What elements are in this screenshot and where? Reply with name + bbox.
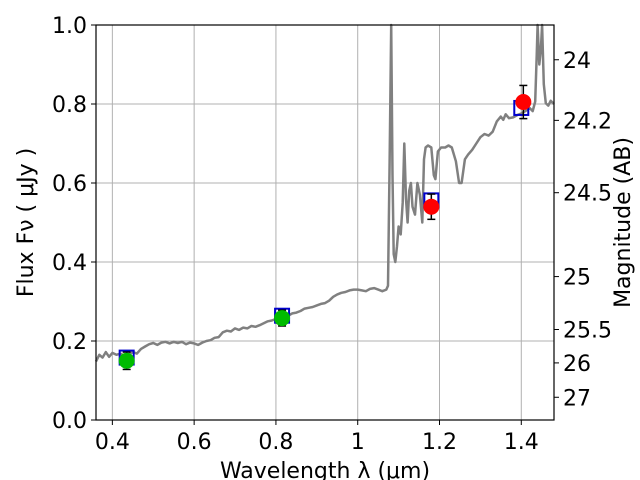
y-tick-label: 0.0 <box>52 409 87 434</box>
right-axis-label: Magnitude (AB) <box>611 137 636 308</box>
y-tick-label: 1.0 <box>52 14 87 39</box>
right-tick-label: 25.5 <box>563 319 612 344</box>
x-axis-label: Wavelength λ (μm) <box>220 459 430 480</box>
spectrum-series <box>94 23 555 363</box>
right-tick-label: 24.5 <box>563 182 612 207</box>
data-point <box>515 94 532 111</box>
data-point <box>118 352 135 369</box>
axis-ticks: 0.4 0.6 0.8 1 1.2 1.4 0.0 0.2 0.4 0.6 0.8 1.0 24 24.2… <box>52 14 612 455</box>
right-tick-label: 25 <box>563 266 591 291</box>
y-tick-label: 0.6 <box>52 172 87 197</box>
x-tick-label: 0.6 <box>177 430 212 455</box>
data-point <box>274 310 291 327</box>
x-tick-label: 1.4 <box>504 430 539 455</box>
x-tick-label: 1.2 <box>422 430 457 455</box>
right-tick-label: 24 <box>563 49 591 74</box>
y-axis-label: Flux Fν ( μJy ) <box>14 148 39 297</box>
y-tick-label: 0.4 <box>52 251 87 276</box>
x-tick-label: 1 <box>351 430 365 455</box>
plot-frame <box>95 24 555 421</box>
right-tick-label: 27 <box>563 386 591 411</box>
right-tick-label: 26 <box>563 352 591 377</box>
right-tick-label: 24.2 <box>563 109 612 134</box>
photometry-marks <box>118 84 532 371</box>
y-tick-label: 0.8 <box>52 93 87 118</box>
x-tick-label: 0.8 <box>258 430 293 455</box>
y-tick-label: 0.2 <box>52 330 87 355</box>
data-point <box>423 198 440 215</box>
x-tick-label: 0.4 <box>95 430 130 455</box>
spectrum-line <box>94 23 555 363</box>
grid <box>96 24 554 421</box>
